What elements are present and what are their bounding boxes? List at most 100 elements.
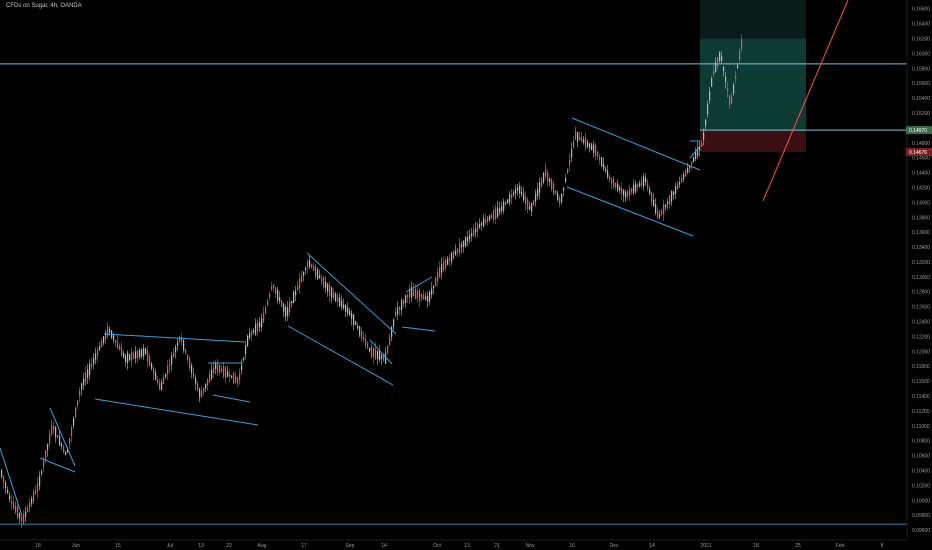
candle-body bbox=[477, 224, 479, 232]
candle-body bbox=[75, 407, 77, 418]
candle-body bbox=[53, 426, 55, 430]
stop-zone bbox=[700, 130, 806, 153]
candle-body bbox=[15, 505, 17, 513]
candle-body bbox=[149, 356, 151, 367]
price-tick-label: 0.13000 bbox=[912, 275, 930, 281]
candle-body bbox=[613, 178, 615, 188]
candle-body bbox=[421, 294, 423, 299]
candle-body bbox=[473, 229, 475, 236]
candle-body bbox=[703, 132, 705, 140]
candle-body bbox=[77, 400, 79, 406]
candle-body bbox=[559, 197, 561, 204]
candle-body bbox=[17, 506, 19, 518]
candle-body bbox=[465, 236, 467, 246]
price-tag bbox=[906, 148, 932, 157]
candle-body bbox=[213, 367, 215, 374]
price-tick-label: 0.15600 bbox=[912, 81, 930, 87]
candle-body bbox=[741, 39, 743, 49]
candle-body bbox=[271, 286, 273, 290]
candle-body bbox=[471, 233, 473, 237]
candle-body bbox=[417, 290, 419, 299]
time-tick-label: Dec bbox=[610, 543, 619, 549]
candle-body bbox=[655, 204, 657, 214]
candle-body bbox=[83, 378, 85, 386]
time-tick-label: 17 bbox=[301, 543, 307, 549]
candle-body bbox=[461, 244, 463, 248]
candle-body bbox=[605, 168, 607, 172]
candle-body bbox=[705, 119, 707, 126]
time-tick-label: Jun bbox=[72, 543, 80, 549]
candle-body bbox=[631, 188, 633, 193]
candle-body bbox=[277, 289, 279, 301]
candle-body bbox=[181, 337, 183, 342]
candle-body bbox=[325, 281, 327, 288]
candle-body bbox=[207, 378, 209, 386]
candle-body bbox=[215, 363, 217, 370]
candle-body bbox=[205, 383, 207, 389]
candle-body bbox=[315, 266, 317, 277]
candle-body bbox=[353, 314, 355, 325]
candle-body bbox=[225, 367, 227, 379]
candle-body bbox=[401, 300, 403, 310]
candle-body bbox=[175, 346, 177, 353]
candle-body bbox=[367, 343, 369, 348]
candle-body bbox=[179, 336, 181, 342]
candle-body bbox=[515, 189, 517, 194]
candle-body bbox=[735, 76, 737, 80]
candle-body bbox=[361, 330, 363, 339]
candle-body bbox=[95, 353, 97, 360]
candle-body bbox=[329, 285, 331, 296]
candle-body bbox=[167, 366, 169, 375]
candle-body bbox=[99, 346, 101, 350]
candle-body bbox=[107, 325, 109, 337]
candle-body bbox=[311, 264, 313, 268]
candle-body bbox=[299, 278, 301, 289]
time-tick-label: Sep bbox=[346, 543, 355, 549]
candle-body bbox=[191, 365, 193, 374]
candle-body bbox=[193, 372, 195, 378]
candle-body bbox=[543, 172, 545, 183]
candle-body bbox=[715, 62, 717, 73]
candle-body bbox=[729, 95, 731, 105]
candle-body bbox=[725, 76, 727, 83]
candle-body bbox=[505, 201, 507, 206]
candle-body bbox=[297, 285, 299, 291]
candle-body bbox=[321, 277, 323, 282]
candle-body bbox=[319, 275, 321, 279]
candle-body bbox=[577, 131, 579, 142]
candle-body bbox=[449, 258, 451, 261]
candle-body bbox=[377, 350, 379, 359]
candle-body bbox=[659, 214, 661, 218]
candle-body bbox=[279, 297, 281, 301]
candle-body bbox=[121, 347, 123, 357]
candle-body bbox=[561, 193, 563, 202]
candle-body bbox=[617, 183, 619, 191]
candle-body bbox=[429, 291, 431, 302]
candle-body bbox=[73, 418, 75, 427]
candle-body bbox=[113, 335, 115, 340]
candle-body bbox=[399, 306, 401, 310]
candle-body bbox=[13, 502, 15, 509]
candle-body bbox=[63, 446, 65, 452]
candle-body bbox=[693, 156, 695, 163]
price-tick-label: 0.15800 bbox=[912, 66, 930, 72]
candle-body bbox=[25, 511, 27, 518]
price-tick-label: 0.16400 bbox=[912, 22, 930, 28]
candle-body bbox=[79, 390, 81, 397]
projection-line bbox=[762, 0, 849, 202]
price-tick-label: 0.12600 bbox=[912, 305, 930, 311]
candle-body bbox=[1, 469, 3, 478]
candle-body bbox=[261, 318, 263, 328]
candle-body bbox=[43, 461, 45, 467]
candle-body bbox=[251, 330, 253, 336]
candle-body bbox=[339, 297, 341, 307]
candle-body bbox=[197, 383, 199, 391]
candle-body bbox=[39, 476, 41, 487]
candle-body bbox=[309, 259, 311, 267]
candle-body bbox=[643, 176, 645, 187]
candle-body bbox=[499, 208, 501, 213]
candle-body bbox=[539, 182, 541, 193]
candle-body bbox=[135, 351, 137, 359]
candle-body bbox=[519, 185, 521, 194]
